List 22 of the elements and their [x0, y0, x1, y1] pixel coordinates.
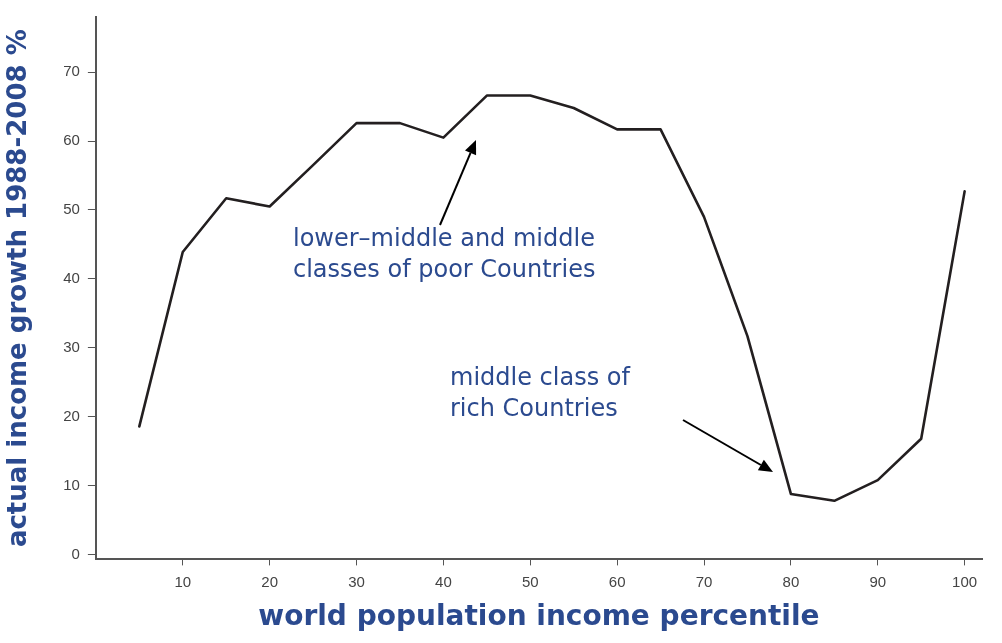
- x-tick-label: 90: [869, 572, 887, 590]
- y-tick-label: 10: [63, 475, 80, 493]
- y-tick-label: 70: [63, 62, 80, 80]
- x-tick-label: 80: [782, 572, 800, 590]
- x-tick-label: 60: [608, 572, 626, 590]
- x-tick-label: 20: [261, 572, 278, 590]
- x-tick-label: 50: [521, 572, 539, 590]
- y-tick-label: 40: [63, 269, 80, 287]
- y-tick-label: 0: [71, 544, 80, 562]
- x-tick-label: 30: [348, 572, 365, 590]
- y-tick-label: 50: [63, 200, 80, 218]
- annotation: middle class of rich Countries: [450, 363, 631, 423]
- y-tick-label: 20: [63, 406, 80, 424]
- x-tick-label: 10: [174, 572, 192, 590]
- y-tick-label: 30: [63, 337, 80, 355]
- y-axis-title: actual income growth 1988-2008 %: [2, 29, 33, 548]
- x-tick-label: 100: [952, 572, 978, 590]
- x-axis-title: world population income percentile: [258, 599, 820, 633]
- x-tick-label: 40: [435, 572, 452, 590]
- x-tick-label: 70: [695, 572, 713, 590]
- y-tick-label: 60: [63, 131, 80, 149]
- annotation: lower–middle and middle classes of poor Countries: [293, 224, 596, 284]
